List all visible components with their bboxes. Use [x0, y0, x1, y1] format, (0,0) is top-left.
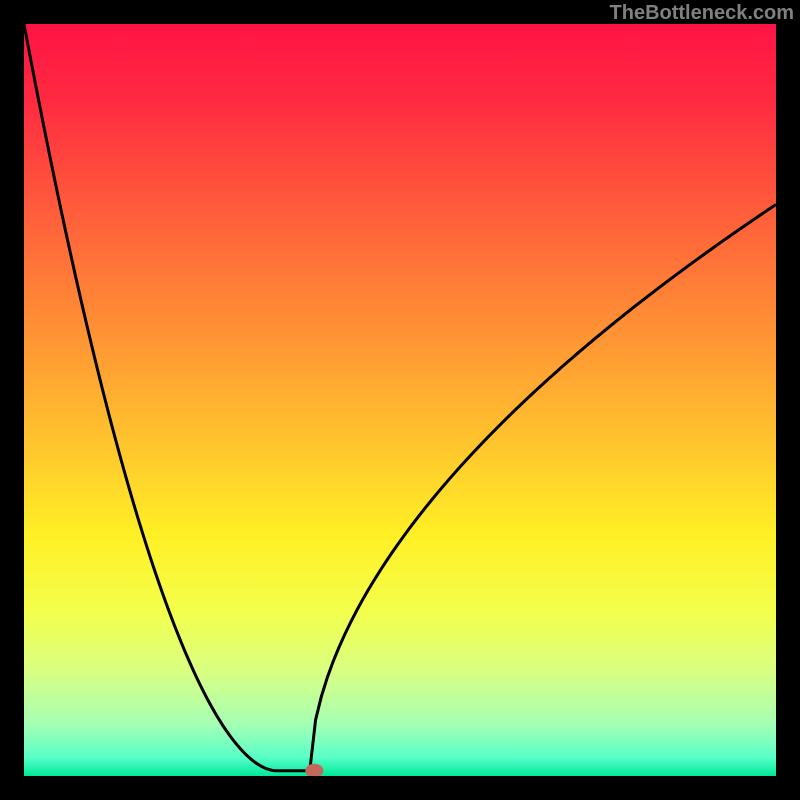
watermark-text: TheBottleneck.com	[610, 2, 794, 25]
chart-background	[24, 24, 776, 776]
chart-svg	[24, 24, 776, 776]
plot-area	[24, 24, 776, 776]
outer-frame: TheBottleneck.com	[0, 0, 800, 800]
